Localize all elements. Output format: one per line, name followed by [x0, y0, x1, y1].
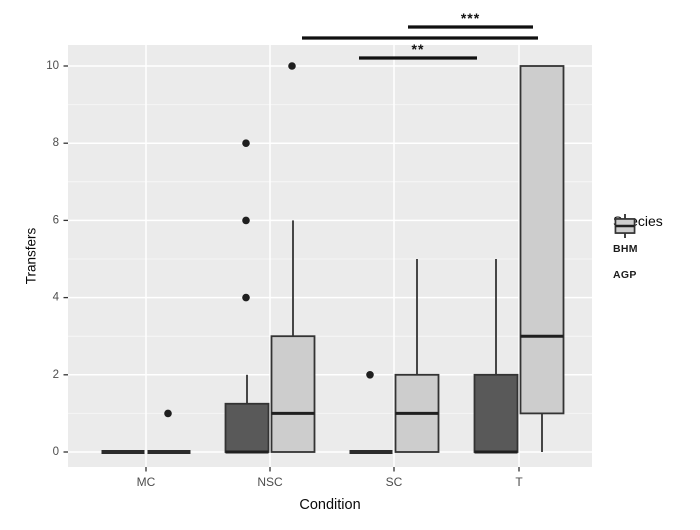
y-tick-label-0: 0 [53, 446, 59, 458]
y-axis-title: Transfers [23, 227, 39, 285]
y-tick-label-10: 10 [46, 60, 59, 72]
y-tick-label-8: 8 [53, 137, 59, 149]
legend-label-bhm: BHM [613, 243, 638, 255]
boxplot-key-icon [614, 214, 636, 238]
y-tick-label-4: 4 [53, 292, 60, 304]
box-AGP-NSC [270, 335, 316, 453]
legend: Species BHM AGP [613, 213, 663, 288]
legend-item-agp: AGP [613, 214, 663, 288]
legend-label-agp: AGP [613, 269, 637, 281]
box-BHM-NSC [224, 402, 270, 453]
x-tick-label-MC: MC [137, 475, 156, 489]
y-tick-label-2: 2 [53, 369, 59, 381]
outlier-dot-AGP-MC [164, 409, 172, 418]
outlier-dot-BHM-NSC [242, 139, 250, 147]
legend-item-bhm: BHM [613, 214, 663, 262]
outlier-dot-BHM-NSC [242, 293, 250, 302]
box-AGP-T [519, 65, 565, 415]
x-tick-label-SC: SC [386, 475, 403, 489]
x-axis-title: Condition [299, 497, 361, 513]
outlier-dot-AGP-NSC [288, 62, 296, 70]
x-tick-label-T: T [515, 475, 523, 489]
outlier-dot-BHM-SC [366, 371, 374, 379]
significance-label-2: ** [412, 41, 425, 57]
box-BHM-T [473, 373, 519, 453]
x-tick-label-NSC: NSC [257, 475, 283, 489]
significance-label-0: *** [461, 10, 480, 26]
outlier-dot-BHM-NSC [242, 216, 250, 225]
y-tick-label-6: 6 [53, 214, 59, 226]
